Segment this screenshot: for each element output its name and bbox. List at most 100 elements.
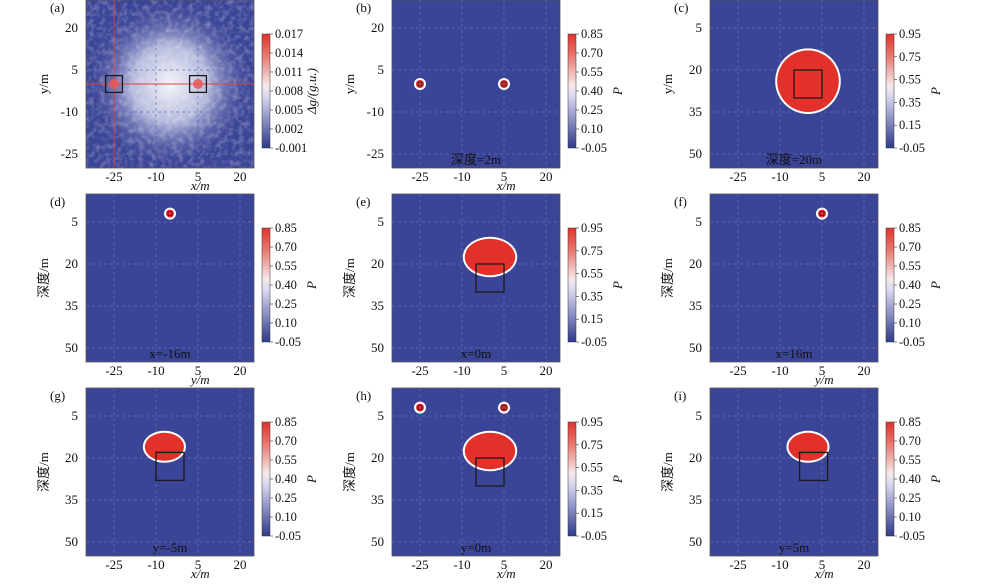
- colorbar: [261, 33, 271, 149]
- colorbar-tick-label: 0.35: [581, 483, 603, 497]
- x-tick-label: 20: [234, 169, 247, 184]
- colorbar-tick-label: 0.10: [275, 510, 297, 524]
- y-axis-label: y/m: [342, 74, 357, 94]
- source-box: [798, 451, 829, 482]
- x-tick-label: 5: [195, 169, 202, 184]
- panel-g: (g) -25 -10 5 20 5 20 35 50 x/m 深度/m y=-5m 0.85 0.70 0…: [36, 387, 319, 581]
- x-tick-label: -25: [411, 363, 428, 378]
- colorbar-tick-label: 0.15: [581, 506, 603, 520]
- colorbar: [261, 227, 271, 343]
- shallow-marker-box: [819, 211, 825, 217]
- x-tick-label: 20: [540, 169, 553, 184]
- y-tick-label: 5: [378, 62, 385, 77]
- y-tick-label: 20: [65, 256, 78, 271]
- colorbar-tick-label: 0.85: [275, 221, 297, 235]
- colorbar-tick-label: 0.10: [899, 510, 921, 524]
- y-axis-label: 深度/m: [660, 258, 675, 298]
- x-tick-label: -10: [453, 363, 470, 378]
- colorbar-tick-label: 0.55: [899, 73, 921, 87]
- colorbar-tick-label: 0.40: [899, 472, 921, 486]
- y-tick-label: -25: [367, 146, 384, 161]
- shallow-marker: [416, 80, 424, 88]
- x-tick-label: -25: [729, 363, 746, 378]
- colorbar-tick-label: -0.05: [581, 529, 607, 543]
- colorbar-tick-label: 0.70: [581, 46, 603, 60]
- colorbar-tick-label: 0.95: [581, 221, 603, 235]
- x-tick-label: 20: [234, 363, 247, 378]
- x-tick-label: 5: [819, 363, 826, 378]
- x-tick-label: 20: [234, 557, 247, 572]
- x-tick-label: -10: [147, 363, 164, 378]
- plot-frame: [709, 387, 879, 557]
- y-tick-label: 35: [689, 104, 702, 119]
- colorbar-tick-label: -0.05: [899, 529, 925, 543]
- slice-annotation: x=16m: [776, 346, 813, 361]
- x-tick-label: -25: [105, 557, 122, 572]
- x-tick-label: 5: [501, 557, 508, 572]
- colorbar-tick-label: 0.55: [899, 259, 921, 273]
- y-tick-label: -25: [61, 146, 78, 161]
- x-tick-label: -25: [729, 557, 746, 572]
- x-tick-label: 5: [501, 169, 508, 184]
- y-tick-label: 50: [371, 534, 384, 549]
- colorbar: [567, 227, 577, 343]
- anomaly-blob: [144, 432, 184, 461]
- shallow-marker-box: [501, 405, 507, 411]
- colorbar-tick-label: 0.002: [275, 122, 303, 136]
- colorbar-label: P: [610, 281, 625, 290]
- panel-label: (d): [50, 194, 65, 209]
- colorbar-tick-label: 0.70: [899, 434, 921, 448]
- x-tick-label: 5: [501, 363, 508, 378]
- y-tick-label: 5: [378, 408, 385, 423]
- anomaly-blob: [464, 432, 516, 470]
- colorbar-tick-label: 0.55: [275, 259, 297, 273]
- source-box: [155, 451, 185, 482]
- panel-f: (f) -25 -10 5 20 5 20 35 50 y/m 深度/m x=16m 0.85 0.70 0…: [660, 193, 943, 387]
- x-axis-label: y/m: [813, 372, 834, 387]
- x-tick-label: -25: [729, 169, 746, 184]
- shallow-marker: [166, 209, 174, 218]
- y-tick-label: 20: [689, 62, 702, 77]
- y-tick-label: 35: [65, 298, 78, 313]
- anomaly-blob: [464, 238, 516, 276]
- shallow-marker: [500, 80, 508, 88]
- panel-a: (a) -25 -10 5 20 20 5 -10 -25 x/m y/m 0.017 0.014 0.0…: [36, 0, 319, 193]
- colorbar-tick-label: -0.05: [899, 141, 925, 155]
- colorbar-label: P: [610, 475, 625, 484]
- panel-i: (i) -25 -10 5 20 5 20 35 50 x/m 深度/m y=5m 0.85 0.70 0.…: [660, 387, 943, 581]
- colorbar-tick-label: -0.001: [275, 141, 307, 155]
- x-tick-label: -10: [453, 557, 470, 572]
- gravity-peak: [193, 79, 203, 89]
- colorbar-tick-label: -0.05: [581, 141, 607, 155]
- colorbar-tick-label: 0.017: [275, 27, 303, 41]
- x-tick-label: 5: [819, 169, 826, 184]
- colorbar-tick-label: 0.70: [275, 434, 297, 448]
- anomaly-blob: [777, 50, 839, 112]
- x-tick-label: 20: [858, 363, 871, 378]
- y-axis-label: y/m: [36, 74, 51, 94]
- slice-annotation: y=-5m: [153, 540, 188, 555]
- colorbar: [567, 421, 577, 537]
- colorbar-tick-label: 0.10: [275, 316, 297, 330]
- colorbar-tick-label: 0.40: [275, 472, 297, 486]
- shallow-marker-box: [501, 81, 507, 87]
- y-tick-label: 35: [689, 492, 702, 507]
- y-tick-label: 50: [65, 340, 78, 355]
- colorbar-label: P: [928, 475, 943, 484]
- panel-b: (b) -25 -10 5 20 20 5 -10 -25 x/m y/m 深度=2m 0.85 0.70…: [342, 0, 625, 193]
- colorbar-tick-label: 0.25: [275, 297, 297, 311]
- panel-h: (h) -25 -10 5 20 5 20 35 50 x/m 深度/m y=0m 0.95 0.75 0.…: [342, 387, 625, 581]
- y-tick-label: 20: [689, 450, 702, 465]
- source-box: [793, 69, 823, 99]
- colorbar-tick-label: 0.014: [275, 46, 304, 60]
- y-tick-label: 20: [371, 450, 384, 465]
- plot-frame: [709, 0, 879, 169]
- shallow-marker: [416, 403, 424, 412]
- shallow-marker: [818, 209, 826, 218]
- panel-label: (c): [674, 0, 688, 15]
- colorbar-tick-label: 0.95: [899, 27, 921, 41]
- shallow-marker-box: [417, 405, 423, 411]
- source-box: [188, 74, 208, 94]
- plot-frame: [709, 193, 879, 363]
- plot-frame: [85, 387, 255, 557]
